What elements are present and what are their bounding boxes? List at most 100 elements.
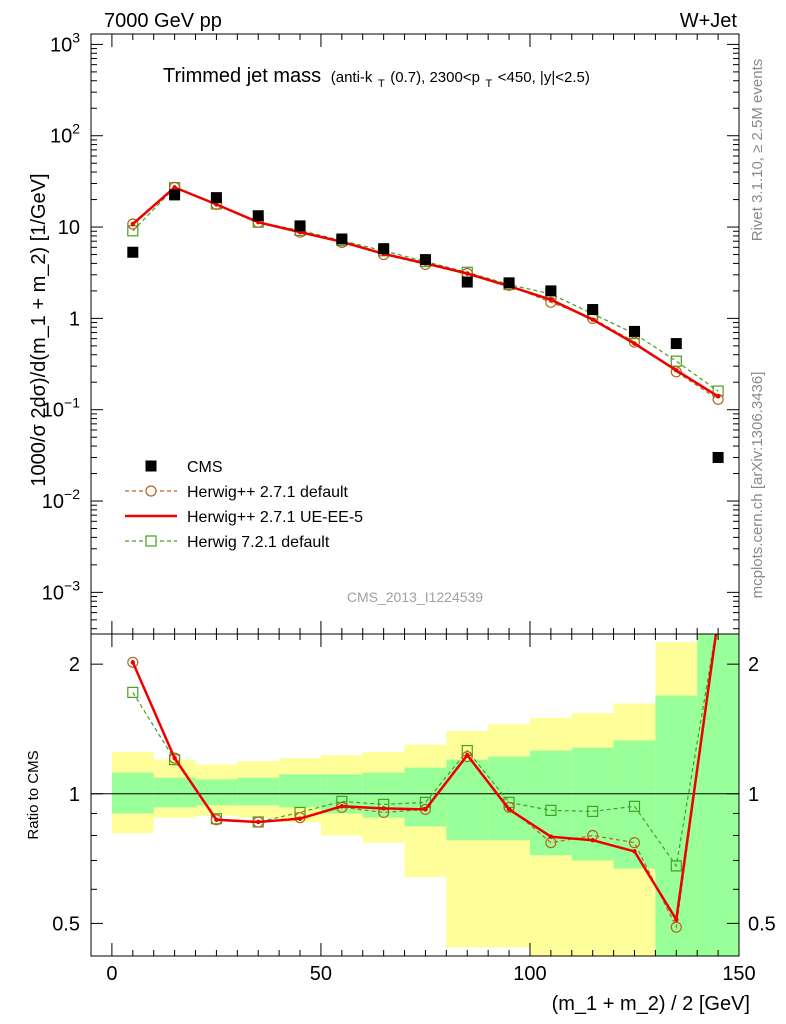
ratio-green-band-4 bbox=[279, 774, 321, 808]
main-cms-point-1 bbox=[169, 189, 181, 201]
ratio-point-herwig-2-7-1-default-14 bbox=[713, 614, 723, 624]
plot-title-sub-2: T bbox=[378, 78, 385, 90]
main-cms-point-9 bbox=[503, 277, 515, 289]
legend-entry-1: Herwig++ 2.7.1 default bbox=[187, 484, 349, 501]
main-y-tick-label-6: 10−3 bbox=[42, 577, 80, 604]
main-cms-point-4 bbox=[294, 220, 306, 232]
ratio-green-band-8 bbox=[446, 759, 489, 841]
main-point-herwig-2-7-1-ue-ee-5-14 bbox=[715, 394, 721, 399]
main-cms-point-2 bbox=[210, 192, 222, 204]
main-y-tick-label-0: 103 bbox=[50, 29, 80, 56]
ratio-y-tick-label-right-2: 2 bbox=[748, 654, 759, 676]
ratio-green-band-2 bbox=[195, 779, 238, 806]
main-y-tick-label-base: 10 bbox=[50, 34, 72, 56]
plot-title: Trimmed jet mass (anti-k T (0.7), 2300<p… bbox=[163, 65, 590, 92]
main-point-herwig-2-7-1-default-0 bbox=[127, 218, 139, 230]
x-tick-label-0: 0 bbox=[106, 963, 117, 985]
main-y-tick-label-exp: 2 bbox=[72, 121, 80, 137]
main-point-herwig-2-7-1-ue-ee-5-10 bbox=[548, 297, 554, 302]
legend-entry-2: Herwig++ 2.7.1 UE-EE-5 bbox=[187, 509, 363, 526]
ratio-y-tick-label-left-0: 0.5 bbox=[52, 913, 80, 935]
main-cms-point-6 bbox=[378, 243, 390, 255]
main-cms-point-5 bbox=[336, 233, 348, 245]
ratio-point-herwig-7-2-1-default-13 bbox=[670, 860, 682, 872]
ratio-point-herwig-2-7-1-default-8 bbox=[461, 750, 473, 763]
main-point-herwig-2-7-1-ue-ee-5-2 bbox=[214, 202, 219, 207]
main-y-tick-label-3: 1 bbox=[69, 308, 80, 330]
mcplots-label: mcplots.cern.ch [arXiv:1306.3436] bbox=[749, 372, 766, 599]
main-line-herwig-2-7-1-ue-ee-5 bbox=[131, 185, 719, 398]
ratio-green-band-13 bbox=[655, 695, 698, 956]
ratio-point-herwig-2-7-1-ue-ee-5-0 bbox=[130, 660, 136, 665]
main-y-tick-label-base: 10 bbox=[50, 126, 72, 148]
legend-marker-1 bbox=[145, 485, 157, 497]
x-tick-label-3: 150 bbox=[722, 963, 755, 985]
plot-title-sub-5: <450, |y|<2.5) bbox=[498, 69, 590, 86]
ratio-point-herwig-2-7-1-ue-ee-5-11 bbox=[590, 838, 595, 843]
ratio-point-herwig-2-7-1-ue-ee-5-6 bbox=[381, 806, 386, 811]
main-point-herwig-2-7-1-ue-ee-5-11 bbox=[590, 317, 595, 322]
ratio-point-herwig-2-7-1-ue-ee-5-3 bbox=[256, 819, 261, 825]
main-y-tick-label-1: 102 bbox=[50, 121, 80, 148]
main-point-herwig-2-7-1-ue-ee-5-13 bbox=[674, 368, 679, 373]
ratio-point-herwig-2-7-1-ue-ee-5-4 bbox=[297, 816, 303, 821]
main-y-tick-label-exp: 3 bbox=[72, 29, 80, 45]
main-point-herwig-2-7-1-ue-ee-5-12 bbox=[632, 341, 637, 346]
legend-entry-3: Herwig 7.2.1 default bbox=[187, 534, 330, 551]
ratio-point-herwig-7-2-1-default-0 bbox=[127, 686, 139, 698]
main-cms-point-0 bbox=[127, 246, 139, 258]
ratio-point-herwig-2-7-1-ue-ee-5-13 bbox=[674, 917, 679, 922]
main-cms-point-3 bbox=[252, 210, 264, 222]
ratio-y-tick-label-right-1: 1 bbox=[748, 784, 759, 806]
ratio-point-herwig-7-2-1-default-11 bbox=[587, 805, 599, 818]
ratio-point-herwig-2-7-1-default-12 bbox=[628, 837, 641, 849]
legend-entry-0: CMS bbox=[187, 459, 223, 476]
ratio-y-tick-label-right-0: 0.5 bbox=[748, 913, 776, 935]
plot-title-sub-3: (0.7), 2300<p bbox=[390, 69, 480, 86]
plot-title-sub-4: T bbox=[486, 78, 493, 90]
rivet-label: Rivet 3.1.10, ≥ 2.5M events bbox=[749, 59, 766, 242]
x-tick-label-2: 100 bbox=[513, 963, 546, 985]
main-y-tick-label-exp: −3 bbox=[64, 577, 80, 593]
ratio-point-herwig-2-7-1-ue-ee-5-1 bbox=[172, 755, 177, 761]
main-point-herwig-2-7-1-default-13 bbox=[670, 366, 682, 378]
ratio-green-band-6 bbox=[362, 772, 405, 818]
x-tick-label-1: 50 bbox=[310, 963, 332, 985]
main-cms-point-12 bbox=[628, 325, 640, 337]
main-cms-point-7 bbox=[419, 254, 431, 266]
ratio-point-herwig-2-7-1-ue-ee-5-12 bbox=[632, 849, 637, 854]
legend: CMS Herwig++ 2.7.1 default Herwig++ 2.7.1 … bbox=[125, 459, 363, 551]
ratio-point-herwig-7-2-1-default-12 bbox=[628, 800, 641, 812]
main-point-herwig-2-7-1-ue-ee-5-0 bbox=[130, 221, 136, 227]
ratio-point-herwig-2-7-1-default-1 bbox=[169, 752, 181, 764]
plot-title-sub-1: (anti-k bbox=[331, 69, 373, 86]
legend-marker-3 bbox=[145, 535, 157, 547]
ratio-point-herwig-2-7-1-ue-ee-5-2 bbox=[214, 817, 219, 823]
legend-marker-cms bbox=[145, 460, 157, 472]
ratio-point-herwig-7-2-1-default-14 bbox=[713, 614, 723, 624]
ratio-green-band-3 bbox=[237, 777, 280, 806]
ratio-point-herwig-2-7-1-default-0 bbox=[127, 656, 139, 668]
main-y-tick-label-2: 10 bbox=[58, 217, 80, 239]
ratio-y-axis-label: Ratio to CMS bbox=[25, 750, 42, 839]
main-point-herwig-7-2-1-default-13 bbox=[670, 355, 682, 367]
ratio-point-herwig-2-7-1-ue-ee-5-9 bbox=[506, 807, 512, 812]
watermark-label: CMS_2013_I1224539 bbox=[347, 589, 483, 605]
ratio-point-herwig-2-7-1-ue-ee-5-10 bbox=[548, 834, 554, 839]
ratio-y-tick-label-left-2: 2 bbox=[69, 654, 80, 676]
ratio-point-herwig-2-7-1-ue-ee-5-7 bbox=[423, 807, 428, 812]
main-point-herwig-2-7-1-ue-ee-5-1 bbox=[172, 185, 177, 190]
main-line-herwig-7-2-1-default bbox=[132, 186, 719, 392]
ratio-green-band-0 bbox=[111, 772, 154, 814]
ratio-green-band-9 bbox=[488, 756, 530, 841]
ratio-point-herwig-2-7-1-ue-ee-5-14 bbox=[716, 617, 720, 621]
y-axis-label: 1000/σ 2dσ)/d(m_1 + m_2) [1/GeV] bbox=[28, 173, 50, 486]
ratio-panel-frame bbox=[90, 633, 740, 957]
ratio-point-herwig-7-2-1-default-10 bbox=[545, 804, 557, 816]
main-y-tick-label-base: 10 bbox=[42, 491, 64, 513]
ratio-y-tick-label-left-1: 1 bbox=[69, 784, 80, 806]
main-y-tick-label-4: 10−1 bbox=[42, 395, 80, 422]
ratio-panel: 0.5 0.5 1 1 2 2 0 50 100 150 Ratio to CMS (m_1 + … bbox=[25, 614, 776, 1015]
main-y-tick-label-base: 10 bbox=[42, 400, 64, 422]
